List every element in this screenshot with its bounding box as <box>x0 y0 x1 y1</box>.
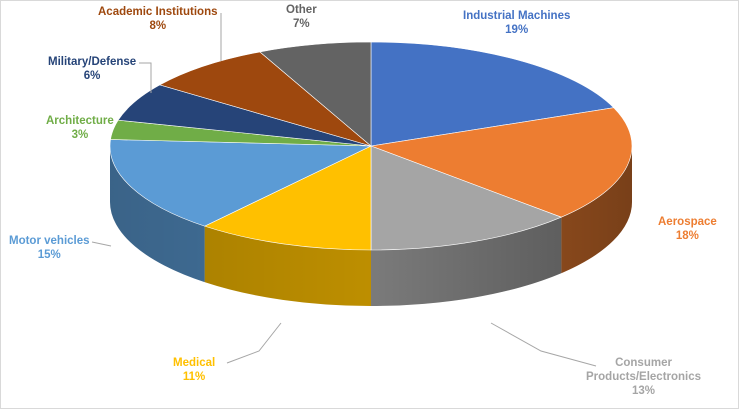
data-label-category: Academic Institutions <box>98 6 218 18</box>
data-label-architecture: Architecture 3% <box>46 114 114 142</box>
data-label-category: Architecture <box>46 115 114 127</box>
data-label-value: 7% <box>293 18 310 30</box>
data-label-value: 11% <box>182 371 206 383</box>
data-label-category: Industrial Machines <box>463 10 571 22</box>
pie-slice-other <box>259 41 372 147</box>
data-label-value: 19% <box>505 24 529 36</box>
data-label-category: Consumer <box>615 357 672 369</box>
data-label-category: Medical <box>173 357 216 369</box>
data-label-aerospace: Aerospace 18% <box>658 215 717 243</box>
data-label-medical: Medical 11% <box>173 356 215 384</box>
pie-slice-consumer-products-electronics <box>370 145 563 251</box>
data-label-motor-vehicles: Motor vehicles 15% <box>9 234 90 262</box>
data-label-industrial-machines: Industrial Machines 19% <box>463 9 570 37</box>
data-label-value: 13% <box>632 385 656 397</box>
pie-slice-academic-institutions <box>159 51 372 147</box>
pie-side-shading <box>110 146 632 306</box>
pie-slice-aerospace <box>369 107 633 218</box>
leader-line-military-defense <box>139 62 152 93</box>
data-label-category: Products/Electronics <box>586 371 702 383</box>
data-label-value: 3% <box>71 129 89 141</box>
data-label-category: Motor vehicles <box>9 235 90 247</box>
leader-line-consumer-products-electronics <box>490 322 597 367</box>
data-label-category: Other <box>286 4 317 16</box>
data-label-academic-institutions: Academic Institutions 8% <box>98 5 218 33</box>
leader-line-motor-vehicles <box>91 241 112 247</box>
data-label-category: Aerospace <box>658 216 717 228</box>
data-label-value: 18% <box>675 230 699 242</box>
data-label-category: Military/Defense <box>48 56 137 68</box>
data-label-other: Other 7% <box>286 3 317 31</box>
pie-slice-motor-vehicles <box>109 139 372 227</box>
pie-slice-industrial-machines <box>370 41 615 147</box>
data-label-value: 15% <box>37 249 61 261</box>
leader-line-medical <box>226 322 282 364</box>
data-label-value: 6% <box>83 70 101 82</box>
data-label-consumer-products-electronics: Consumer Products/Electronics 13% <box>586 356 701 398</box>
data-label-military-defense: Military/Defense 6% <box>48 55 136 83</box>
data-label-value: 8% <box>149 20 167 32</box>
pie-slice-medical <box>203 145 372 251</box>
